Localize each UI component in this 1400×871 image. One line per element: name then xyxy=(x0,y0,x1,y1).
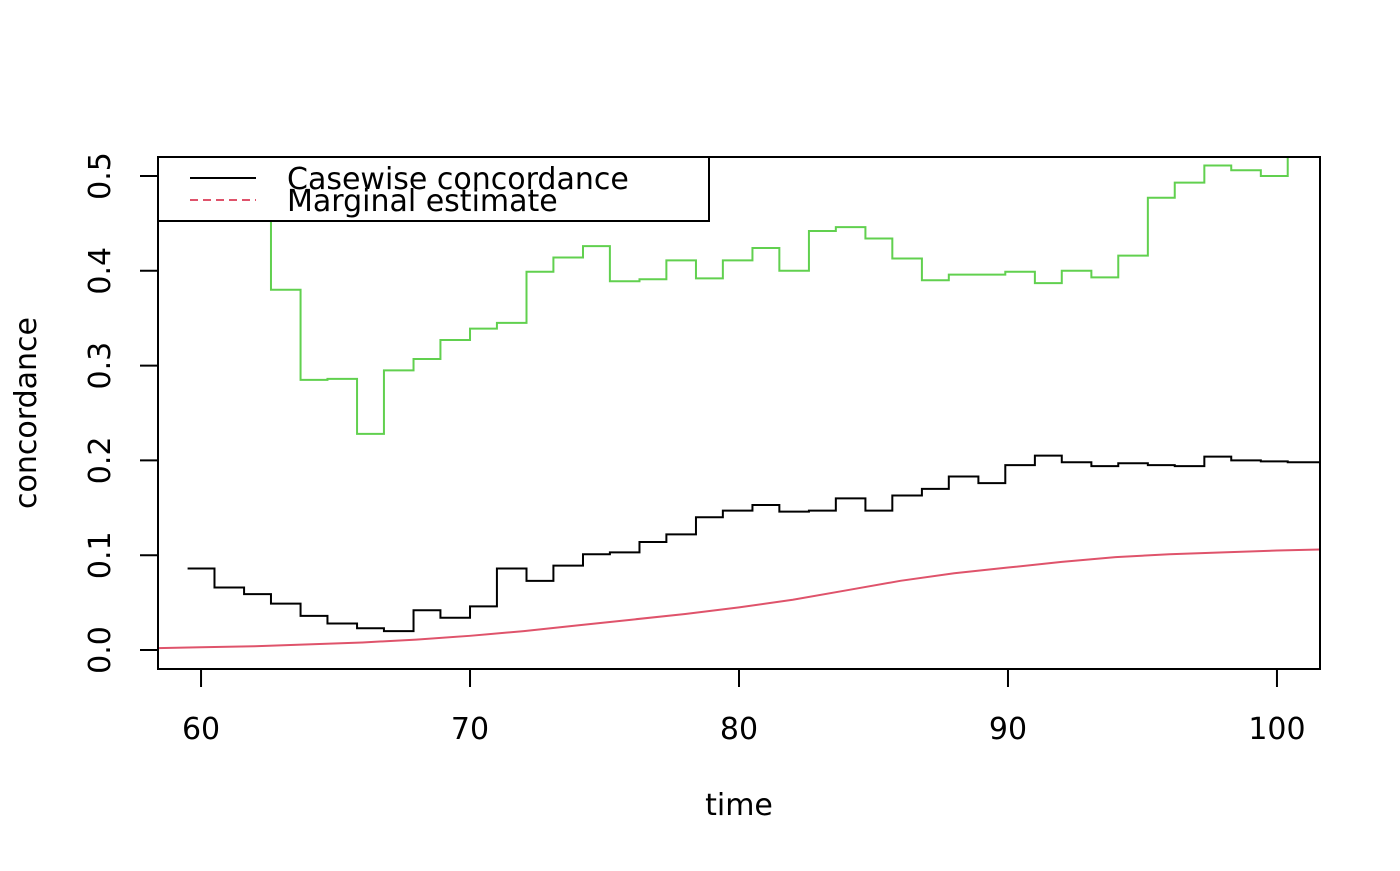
legend-label: Casewise concordance xyxy=(287,162,629,197)
x-tick-label: 90 xyxy=(989,712,1027,747)
y-axis-title: concordance xyxy=(9,317,44,509)
x-axis-title: time xyxy=(705,788,773,823)
x-axis: 60 70 80 90 100 xyxy=(182,668,1306,747)
y-tick-label: 0.4 xyxy=(83,247,118,295)
series-line-marginal-estimate xyxy=(158,548,1320,650)
x-tick-label: 80 xyxy=(720,712,758,747)
legend-label: Marginal estimate xyxy=(287,184,558,219)
plot-area xyxy=(157,156,1321,670)
plot-frame xyxy=(157,156,1321,670)
y-tick-label: 0.3 xyxy=(83,342,118,390)
y-tick-label: 0.5 xyxy=(83,152,118,200)
series-line-series-2 xyxy=(214,157,1320,435)
x-tick-label: 60 xyxy=(182,712,220,747)
y-tick-label: 0.1 xyxy=(83,531,118,579)
y-axis: 0.0 0.1 0.2 0.3 0.4 0.5 xyxy=(83,152,158,674)
series-layer xyxy=(158,157,1320,650)
x-tick-label: 70 xyxy=(451,712,489,747)
y-tick-label: 0.0 xyxy=(83,626,118,674)
y-tick-label: 0.2 xyxy=(83,437,118,485)
x-tick-label: 100 xyxy=(1248,712,1305,747)
series-line-casewise-concordance xyxy=(187,454,1320,633)
legend-box xyxy=(157,156,710,222)
